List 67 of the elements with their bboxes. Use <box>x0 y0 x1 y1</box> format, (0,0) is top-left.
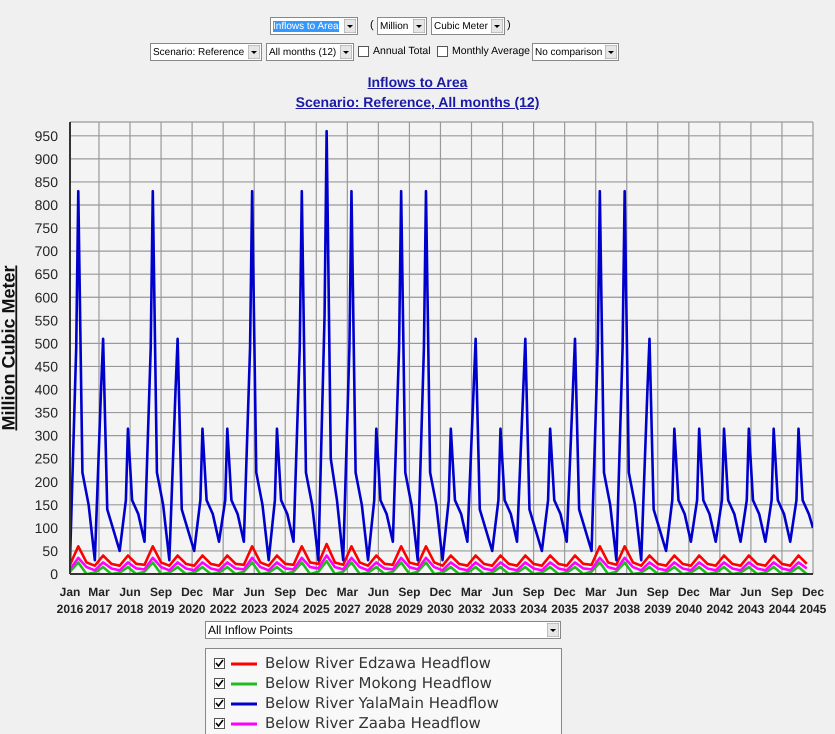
x-tick-label: Dec 2020 <box>178 585 206 616</box>
x-tick-label: Jun 2033 <box>489 585 516 616</box>
chart-title: Inflows to Area <box>366 74 468 90</box>
x-tick-label: Mar 2032 <box>458 585 486 616</box>
legend-label: Below River YalaMain Headflow <box>264 693 500 713</box>
y-tick-label: 850 <box>34 174 58 190</box>
x-tick-label: Sep 2039 <box>644 585 672 616</box>
line-series <box>70 130 813 562</box>
legend-label: Below River Mokong Headflow <box>264 673 493 693</box>
x-tick-label: Jun 2028 <box>365 585 392 616</box>
y-tick-label: 750 <box>34 220 58 236</box>
y-tick-label: 50 <box>42 542 58 559</box>
y-tick-label: 350 <box>34 404 58 421</box>
x-tick-label: Mar 2037 <box>582 585 610 616</box>
y-tick-label: 400 <box>34 382 58 398</box>
y-tick-label: 700 <box>34 243 58 260</box>
text: Inflows to Area <box>273 21 339 32</box>
text: ( <box>370 19 374 31</box>
y-tick-label: 800 <box>34 197 58 214</box>
x-tick-label: Sep 2019 <box>148 585 175 616</box>
chart-subtitle: Scenario: Reference, All months (12) <box>294 94 540 110</box>
y-tick-label: 950 <box>34 128 58 144</box>
line-series <box>70 554 808 572</box>
x-tick-label: Sep 2029 <box>396 585 424 616</box>
text: Cubic Meter <box>434 21 488 32</box>
y-tick-label: 300 <box>34 428 58 444</box>
y-tick-label: 650 <box>34 266 58 282</box>
x-tick-label: Jun 2018 <box>116 585 144 616</box>
y-axis-title: Million Cubic Meter <box>0 265 18 431</box>
y-tick-label: 100 <box>34 520 58 536</box>
legend-label: Below River Zaaba Headflow <box>264 713 482 733</box>
text: All Inflow Points <box>208 623 293 637</box>
y-tick-label: 0 <box>50 566 58 582</box>
x-tick-label: Jan 2016 <box>56 585 84 616</box>
y-tick-label: 450 <box>34 358 58 374</box>
y-tick-label: 150 <box>34 496 58 513</box>
text: Scenario: Reference <box>153 47 244 58</box>
y-tick-label: 200 <box>34 474 58 490</box>
x-tick-label: Mar 2027 <box>334 585 361 616</box>
y-tick-label: 250 <box>34 450 58 467</box>
text: ) <box>507 19 511 31</box>
line-series <box>70 542 808 567</box>
x-tick-label: Sep 2044 <box>768 585 796 616</box>
x-tick-label: Mar 2042 <box>706 585 734 616</box>
text: Million <box>380 21 408 32</box>
text: All months (12) <box>269 47 336 58</box>
x-tick-label: Sep 2024 <box>272 585 299 616</box>
x-tick-label: Dec 2040 <box>675 585 702 616</box>
text: Annual Total <box>372 45 431 57</box>
y-tick-label: 900 <box>34 150 58 167</box>
x-tick-label: Sep 2034 <box>520 585 548 616</box>
x-tick-label: Dec 2035 <box>551 585 578 616</box>
x-tick-label: Dec 2025 <box>302 585 330 616</box>
y-tick-label: 550 <box>34 312 58 328</box>
y-tick-label: 500 <box>34 335 58 352</box>
x-tick-label: Dec 2030 <box>427 585 454 616</box>
x-tick-label: Dec 2045 <box>800 585 827 616</box>
x-tick-label: Mar 2017 <box>86 585 113 616</box>
x-tick-label: Jun 2043 <box>738 585 765 616</box>
x-tick-label: Mar 2022 <box>210 585 237 616</box>
line-series <box>70 560 808 574</box>
legend-label: Below River Edzawa Headflow <box>264 653 492 673</box>
x-tick-label: Jun 2038 <box>613 585 640 616</box>
text: Monthly Average <box>451 45 530 57</box>
y-tick-label: 600 <box>34 289 58 306</box>
text: No comparison <box>535 47 602 58</box>
x-tick-label: Jun 2023 <box>240 585 268 616</box>
